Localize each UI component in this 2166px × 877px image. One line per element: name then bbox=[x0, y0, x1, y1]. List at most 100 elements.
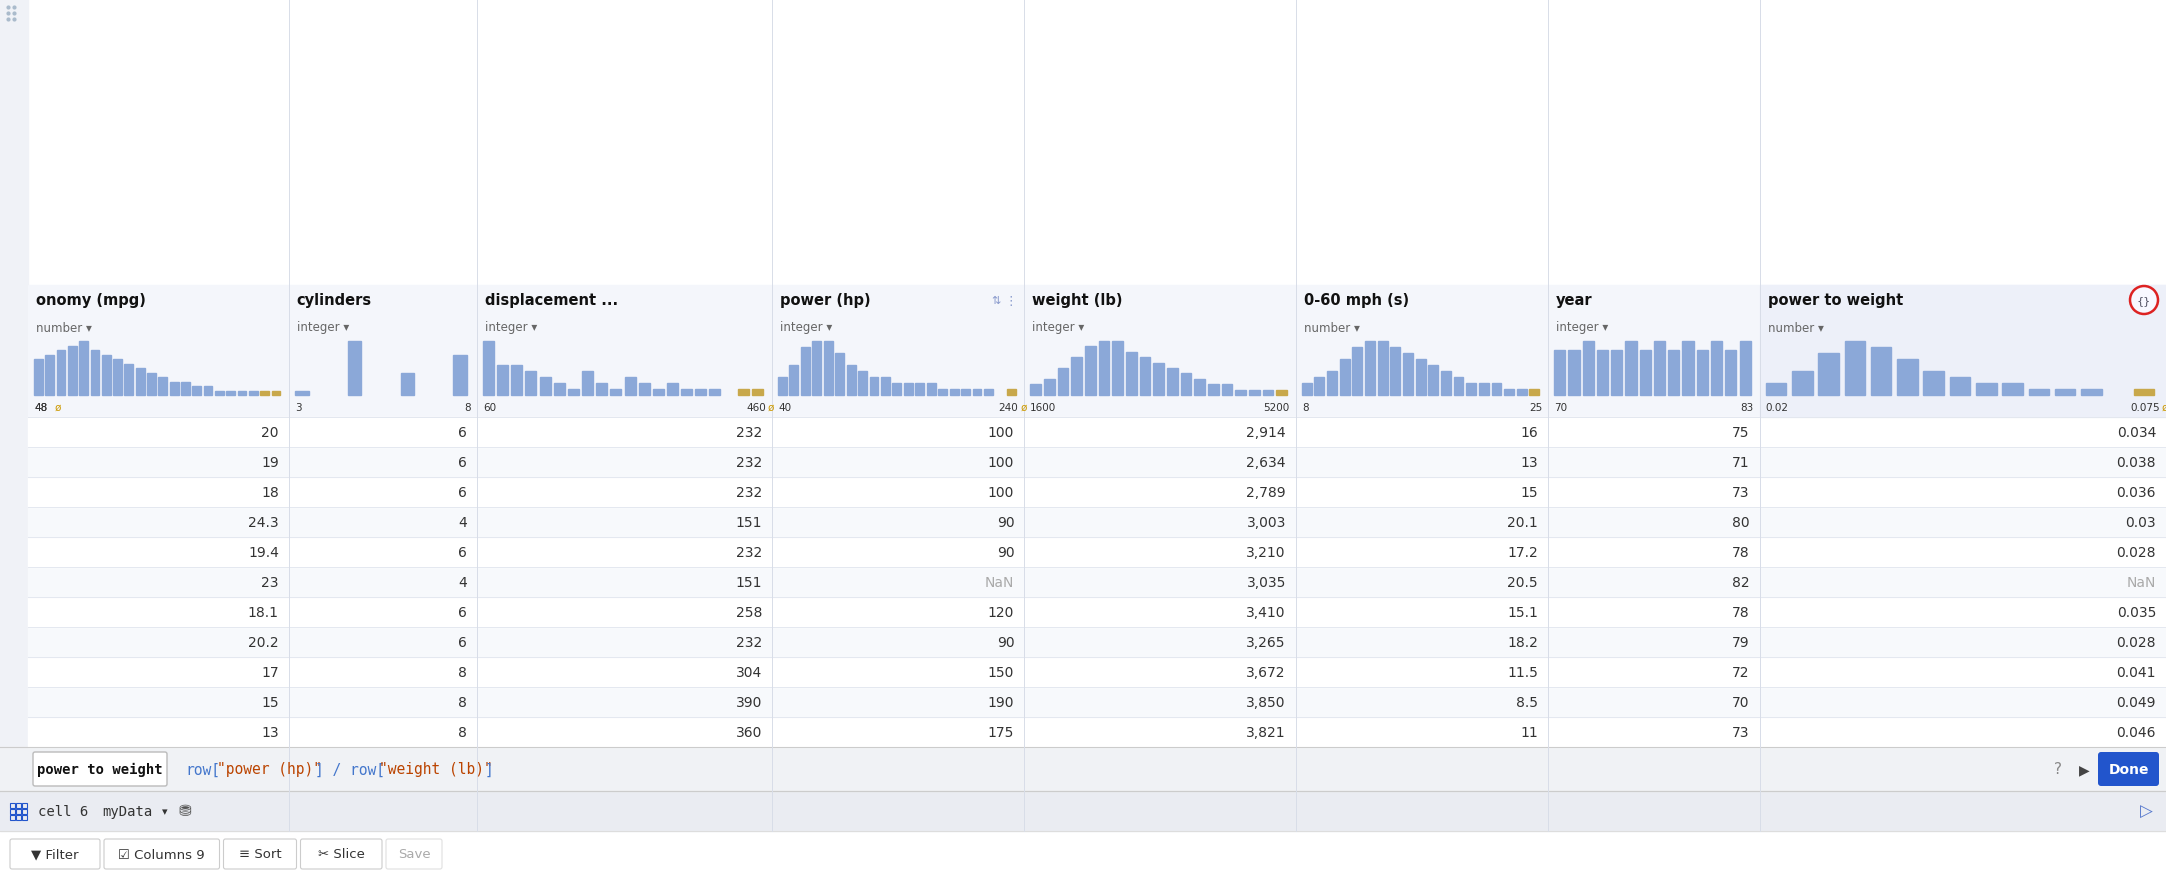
Bar bbox=[123, 364, 134, 396]
Text: 25: 25 bbox=[1529, 403, 1542, 412]
Bar bbox=[225, 391, 236, 396]
Bar bbox=[0, 0, 28, 877]
Bar bbox=[1085, 347, 1096, 396]
Text: ⛃: ⛃ bbox=[178, 803, 191, 818]
Text: 8: 8 bbox=[457, 725, 468, 739]
Text: 3: 3 bbox=[295, 403, 301, 412]
Text: 0.035: 0.035 bbox=[2116, 605, 2155, 619]
Text: 13: 13 bbox=[262, 725, 279, 739]
Text: 6: 6 bbox=[457, 635, 468, 649]
Text: ✂ Slice: ✂ Slice bbox=[318, 847, 364, 860]
Text: 2,789: 2,789 bbox=[1245, 486, 1287, 499]
Text: ☑ Columns 9: ☑ Columns 9 bbox=[119, 847, 206, 860]
Text: 70: 70 bbox=[1733, 695, 1750, 709]
Bar bbox=[45, 355, 54, 396]
Bar bbox=[680, 389, 693, 396]
Text: 150: 150 bbox=[988, 666, 1014, 679]
Bar bbox=[526, 372, 537, 396]
Bar bbox=[0, 747, 2166, 791]
Bar bbox=[1417, 360, 1425, 396]
Bar bbox=[1126, 353, 1137, 396]
Text: ⇅: ⇅ bbox=[992, 296, 1001, 306]
Bar bbox=[611, 389, 622, 396]
Text: 18.2: 18.2 bbox=[1508, 635, 1538, 649]
Text: 0.03: 0.03 bbox=[2125, 516, 2155, 530]
Bar bbox=[28, 627, 2166, 657]
Bar bbox=[892, 383, 901, 396]
Bar bbox=[1683, 342, 1694, 396]
FancyBboxPatch shape bbox=[223, 839, 297, 869]
Text: 100: 100 bbox=[988, 486, 1014, 499]
Text: ø: ø bbox=[54, 403, 61, 412]
Bar bbox=[1315, 378, 1323, 396]
Text: 72: 72 bbox=[1733, 666, 1750, 679]
Text: 0.028: 0.028 bbox=[2116, 635, 2155, 649]
Text: 82: 82 bbox=[1733, 575, 1750, 589]
Bar bbox=[962, 389, 970, 396]
Text: 20.5: 20.5 bbox=[1508, 575, 1538, 589]
Bar bbox=[903, 383, 912, 396]
Text: 4: 4 bbox=[459, 516, 468, 530]
Text: 1600: 1600 bbox=[1031, 403, 1057, 412]
Bar bbox=[1453, 378, 1464, 396]
Text: 0-60 mph (s): 0-60 mph (s) bbox=[1304, 293, 1408, 308]
Text: integer ▾: integer ▾ bbox=[297, 321, 349, 334]
Bar bbox=[1516, 389, 1527, 396]
Bar bbox=[695, 389, 706, 396]
Text: 6: 6 bbox=[457, 545, 468, 560]
Text: cell 6: cell 6 bbox=[39, 804, 89, 818]
Bar bbox=[869, 378, 879, 396]
Bar bbox=[102, 355, 110, 396]
Bar bbox=[15, 809, 22, 814]
Bar bbox=[949, 389, 960, 396]
Text: ≡ Sort: ≡ Sort bbox=[238, 847, 282, 860]
Text: 151: 151 bbox=[736, 575, 762, 589]
Text: 232: 232 bbox=[736, 425, 762, 439]
Text: 20.1: 20.1 bbox=[1508, 516, 1538, 530]
Text: onomy (mpg): onomy (mpg) bbox=[37, 293, 145, 308]
Bar bbox=[1479, 383, 1488, 396]
Text: 73: 73 bbox=[1733, 725, 1750, 739]
Text: 11.5: 11.5 bbox=[1508, 666, 1538, 679]
Bar bbox=[483, 342, 494, 396]
Bar bbox=[916, 383, 925, 396]
Text: Done: Done bbox=[2108, 762, 2149, 776]
Text: 232: 232 bbox=[736, 455, 762, 469]
Bar bbox=[193, 387, 201, 396]
Bar bbox=[1897, 360, 1917, 396]
Bar bbox=[1640, 351, 1650, 396]
Text: 3,265: 3,265 bbox=[1245, 635, 1287, 649]
Bar bbox=[2030, 389, 2049, 396]
Text: 6: 6 bbox=[457, 425, 468, 439]
Bar bbox=[182, 382, 191, 396]
Text: number ▾: number ▾ bbox=[37, 321, 91, 334]
Text: 8: 8 bbox=[457, 695, 468, 709]
Text: 15: 15 bbox=[262, 695, 279, 709]
Text: Save: Save bbox=[399, 847, 431, 860]
Text: 240: 240 bbox=[999, 403, 1018, 412]
Bar bbox=[823, 342, 832, 396]
Text: 0.041: 0.041 bbox=[2116, 666, 2155, 679]
Bar bbox=[214, 391, 223, 396]
Text: 20.2: 20.2 bbox=[249, 635, 279, 649]
Bar bbox=[1759, 286, 2166, 417]
Text: 15.1: 15.1 bbox=[1508, 605, 1538, 619]
Bar bbox=[28, 477, 2166, 508]
Text: 0.075: 0.075 bbox=[2131, 403, 2160, 412]
Bar bbox=[28, 717, 2166, 747]
Bar bbox=[801, 347, 810, 396]
Bar bbox=[882, 378, 890, 396]
Text: 2,634: 2,634 bbox=[1245, 455, 1287, 469]
Text: 8: 8 bbox=[464, 403, 470, 412]
Text: ø: ø bbox=[2162, 403, 2166, 412]
Text: 90: 90 bbox=[996, 545, 1014, 560]
Bar bbox=[1250, 390, 1258, 396]
Text: 0.038: 0.038 bbox=[2116, 455, 2155, 469]
FancyBboxPatch shape bbox=[2099, 752, 2160, 786]
Bar bbox=[778, 378, 786, 396]
Bar bbox=[15, 815, 22, 820]
FancyBboxPatch shape bbox=[11, 839, 100, 869]
Text: ø: ø bbox=[769, 403, 775, 412]
Text: 90: 90 bbox=[996, 516, 1014, 530]
Text: 13: 13 bbox=[1521, 455, 1538, 469]
